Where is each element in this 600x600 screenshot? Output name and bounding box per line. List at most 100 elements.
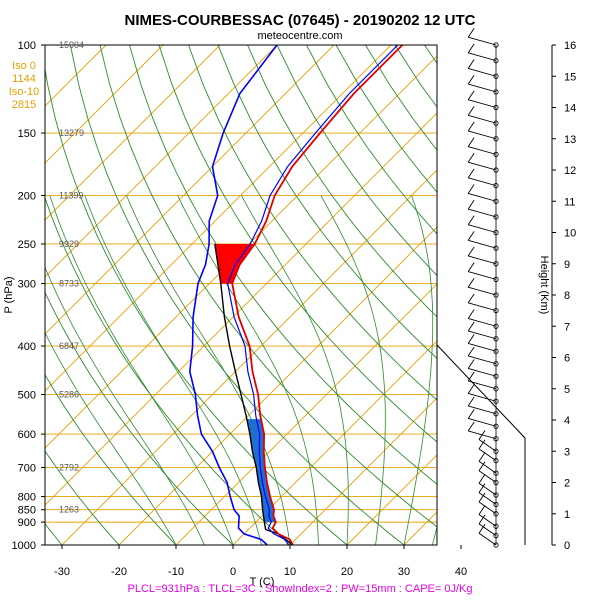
moist-adiabat	[45, 266, 205, 545]
wind-barb-base	[493, 492, 499, 498]
dry-adiabat	[454, 45, 600, 545]
wind-barb-base	[493, 501, 499, 507]
parcel-path	[214, 243, 294, 545]
iso0-label: Iso 0	[12, 60, 36, 72]
isotherm-line	[45, 45, 164, 164]
height-at-pressure: 15904	[59, 40, 84, 50]
dry-adiabat	[45, 291, 234, 545]
iso-10-height: 2815	[11, 99, 37, 111]
isotherm-line	[232, 340, 437, 545]
wind-barb-feather	[467, 384, 475, 394]
pressure-tick-label: 400	[18, 341, 36, 353]
temperature-line	[231, 45, 404, 545]
dry-adiabat	[335, 45, 437, 193]
wind-barb-feather	[467, 137, 475, 147]
wind-barb-feather	[467, 309, 475, 319]
wind-barb-feather	[467, 215, 475, 225]
moist-adiabat	[84, 195, 262, 545]
isotherm-line	[289, 397, 437, 545]
wind-barb-base	[493, 373, 499, 379]
wind-barb-base	[493, 42, 499, 48]
dry-adiabat	[45, 66, 348, 545]
wind-barb-base	[493, 198, 499, 204]
footer-indices: PLCL=931hPa : TLCL=3C : ShowIndex=2 : PW…	[127, 583, 473, 595]
height-tick-label: 15	[564, 71, 576, 83]
pressure-tick-label: 250	[18, 239, 36, 251]
wind-barb-base	[493, 348, 499, 354]
wind-barb	[468, 318, 497, 327]
isotherm-line	[45, 112, 437, 506]
wind-barb	[468, 405, 497, 415]
pressure-tick-label: 800	[18, 492, 36, 504]
x-tick-label: -10	[168, 566, 184, 578]
wind-barb	[468, 343, 497, 352]
wind-barb-feather	[478, 473, 486, 484]
wind-barb-feather	[478, 483, 486, 493]
plot-frame	[44, 44, 438, 546]
wind-barb-base	[493, 183, 499, 189]
wind-barb-base	[493, 214, 499, 220]
wind-barb-feather	[467, 199, 475, 210]
wind-barb-feather	[467, 396, 475, 407]
height-tick-label: 2	[564, 478, 570, 490]
wind-barb-base	[493, 511, 499, 517]
moist-adiabat	[432, 525, 437, 545]
wind-barb-base	[493, 423, 499, 429]
wind-barb-base	[493, 458, 499, 464]
wind-barb-feather	[467, 152, 475, 163]
isotherm-line	[45, 45, 335, 335]
x-tick-label: 20	[341, 566, 353, 578]
wind-barb-feather	[467, 334, 475, 344]
height-at-pressure: 11399	[59, 191, 83, 201]
pressure-tick-label: 100	[18, 40, 36, 52]
wind-barb-feather	[467, 90, 475, 100]
wind-barb-base	[493, 73, 499, 79]
pressure-tick-label: 850	[18, 505, 36, 517]
dry-adiabat	[129, 45, 437, 485]
wind-barb-base	[493, 470, 499, 476]
wind-barb	[468, 130, 497, 140]
wind-barb	[478, 532, 497, 546]
wind-barb-base	[493, 308, 499, 314]
wind-barb	[478, 523, 497, 536]
height-tick-label: 13	[564, 134, 576, 146]
x-tick-label: 0	[230, 566, 236, 578]
pressure-tick-label: 1000	[12, 540, 36, 552]
wind-barb	[468, 430, 497, 440]
isotherm-line	[518, 45, 600, 545]
x-tick-label: 40	[455, 566, 467, 578]
wind-barb-feather	[467, 231, 475, 241]
height-tick-label: 11	[564, 196, 575, 208]
wind-barb	[468, 68, 497, 77]
wind-barb-base	[493, 436, 499, 442]
wind-barb-base	[493, 276, 499, 282]
dry-adiabat	[217, 45, 437, 359]
temperature-trace	[227, 45, 399, 545]
wind-barb	[468, 239, 497, 249]
height-at-pressure: 8733	[59, 279, 79, 289]
wind-barb-feather	[478, 514, 486, 525]
dry-adiabat	[69, 45, 405, 545]
wind-barb	[468, 330, 497, 340]
height-tick-label: 14	[564, 103, 576, 115]
wind-barb	[468, 255, 497, 265]
wind-barb-feather	[478, 439, 486, 450]
isotherm-line	[461, 45, 600, 545]
moist-adiabat	[49, 195, 234, 545]
moist-adiabat	[403, 195, 434, 545]
wind-barb	[468, 224, 497, 233]
wind-barb-feather	[467, 262, 475, 272]
height-tick-label: 6	[564, 353, 570, 365]
pressure-tick-label: 600	[18, 429, 36, 441]
moist-adiabat	[45, 332, 177, 545]
moist-adiabat	[241, 195, 349, 545]
wind-barb-feather	[467, 184, 475, 194]
wind-barb	[468, 208, 497, 218]
wind-barb-feather	[467, 409, 475, 419]
wind-barb-base	[493, 261, 499, 267]
isotherm-line	[346, 454, 437, 545]
height-tick-label: 1	[564, 509, 570, 521]
wind-barb-base	[493, 104, 499, 111]
wind-barb-base	[493, 120, 499, 126]
dry-adiabat	[188, 45, 437, 401]
